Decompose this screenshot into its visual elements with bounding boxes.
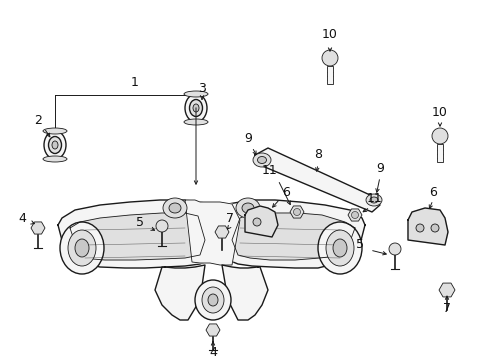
Text: 7: 7 bbox=[442, 302, 450, 315]
Ellipse shape bbox=[183, 91, 207, 97]
Text: 7: 7 bbox=[225, 211, 234, 225]
Polygon shape bbox=[231, 213, 354, 260]
Ellipse shape bbox=[317, 222, 361, 274]
Text: 6: 6 bbox=[428, 185, 436, 198]
Ellipse shape bbox=[189, 99, 202, 117]
Polygon shape bbox=[70, 213, 204, 260]
Ellipse shape bbox=[242, 203, 253, 213]
Circle shape bbox=[430, 224, 438, 232]
Ellipse shape bbox=[43, 156, 67, 162]
Text: 5: 5 bbox=[355, 238, 363, 252]
Polygon shape bbox=[407, 208, 447, 245]
Ellipse shape bbox=[44, 131, 66, 159]
Ellipse shape bbox=[184, 94, 206, 122]
Text: 6: 6 bbox=[282, 185, 289, 198]
Circle shape bbox=[415, 224, 423, 232]
Text: 10: 10 bbox=[322, 28, 337, 41]
Text: 4: 4 bbox=[209, 346, 217, 359]
Text: 11: 11 bbox=[366, 192, 382, 204]
Circle shape bbox=[252, 218, 261, 226]
Ellipse shape bbox=[252, 153, 270, 167]
Ellipse shape bbox=[43, 128, 67, 134]
Polygon shape bbox=[58, 200, 215, 268]
Text: 9: 9 bbox=[244, 131, 251, 144]
Circle shape bbox=[293, 208, 300, 216]
Text: 9: 9 bbox=[375, 162, 383, 175]
Text: 5: 5 bbox=[136, 216, 143, 229]
Ellipse shape bbox=[369, 197, 377, 203]
Circle shape bbox=[431, 128, 447, 144]
Polygon shape bbox=[222, 200, 364, 268]
Ellipse shape bbox=[75, 239, 89, 257]
Ellipse shape bbox=[365, 194, 381, 206]
Ellipse shape bbox=[163, 198, 186, 218]
Ellipse shape bbox=[169, 203, 181, 213]
Text: 8: 8 bbox=[313, 148, 321, 162]
Polygon shape bbox=[244, 206, 278, 237]
Text: 10: 10 bbox=[431, 105, 447, 118]
Bar bbox=[436, 144, 442, 162]
Circle shape bbox=[351, 211, 358, 219]
Ellipse shape bbox=[332, 239, 346, 257]
Ellipse shape bbox=[193, 104, 199, 112]
Ellipse shape bbox=[236, 198, 260, 218]
Polygon shape bbox=[184, 200, 240, 265]
Polygon shape bbox=[222, 265, 267, 320]
Text: 1: 1 bbox=[131, 77, 139, 90]
Ellipse shape bbox=[257, 157, 266, 163]
Text: 11: 11 bbox=[262, 163, 277, 176]
Polygon shape bbox=[254, 148, 379, 212]
Ellipse shape bbox=[183, 119, 207, 125]
Ellipse shape bbox=[52, 141, 58, 149]
Ellipse shape bbox=[325, 230, 353, 266]
Ellipse shape bbox=[207, 294, 218, 306]
Ellipse shape bbox=[202, 287, 224, 313]
Circle shape bbox=[156, 220, 168, 232]
Ellipse shape bbox=[60, 222, 104, 274]
Polygon shape bbox=[155, 265, 204, 320]
Text: 4: 4 bbox=[18, 211, 26, 225]
Ellipse shape bbox=[68, 230, 96, 266]
Circle shape bbox=[321, 50, 337, 66]
Circle shape bbox=[388, 243, 400, 255]
Text: 3: 3 bbox=[198, 81, 205, 94]
Bar bbox=[326, 66, 332, 84]
Ellipse shape bbox=[195, 280, 230, 320]
Text: 2: 2 bbox=[34, 113, 42, 126]
Ellipse shape bbox=[48, 136, 61, 153]
